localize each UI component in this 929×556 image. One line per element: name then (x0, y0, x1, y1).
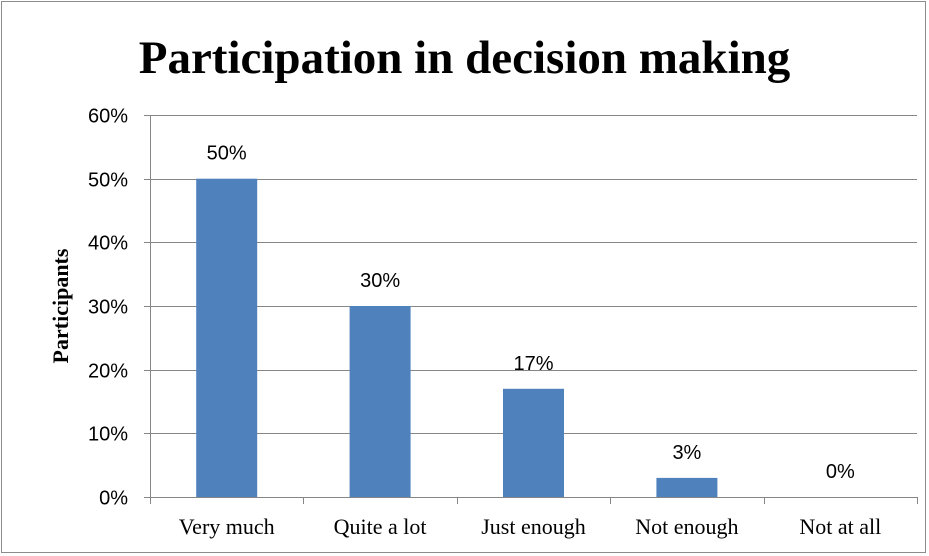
bar (196, 178, 258, 497)
y-tick-label: 60% (88, 106, 128, 128)
y-tick-label: 40% (88, 233, 128, 255)
data-label: 50% (207, 143, 247, 165)
y-axis-title: Participants (48, 248, 73, 363)
x-category-label: Not enough (635, 514, 738, 539)
x-category-label: Not at all (799, 514, 881, 539)
labels: 0% 10% 20% 30% 40% 50% 60% 50% Very much 30% Quite… (88, 106, 881, 540)
data-label: 17% (513, 353, 553, 375)
x-category-label: Very much (179, 514, 275, 539)
bar (503, 388, 564, 497)
y-tick-label: 30% (88, 297, 128, 319)
bar (656, 477, 718, 497)
gridlines (150, 115, 917, 434)
axes (144, 115, 918, 504)
x-category-label: Just enough (481, 514, 586, 539)
y-tick-label: 10% (88, 424, 128, 446)
bar (349, 306, 411, 497)
data-label: 3% (672, 442, 701, 464)
y-tick-label: 0% (99, 488, 128, 510)
y-tick-label: 20% (88, 361, 128, 383)
x-category-label: Quite a lot (334, 514, 427, 539)
y-tick-label: 50% (88, 170, 128, 192)
chart-title: Participation in decision making (138, 32, 791, 84)
data-label: 30% (360, 270, 400, 292)
bars (196, 178, 718, 497)
data-label: 0% (826, 461, 855, 483)
